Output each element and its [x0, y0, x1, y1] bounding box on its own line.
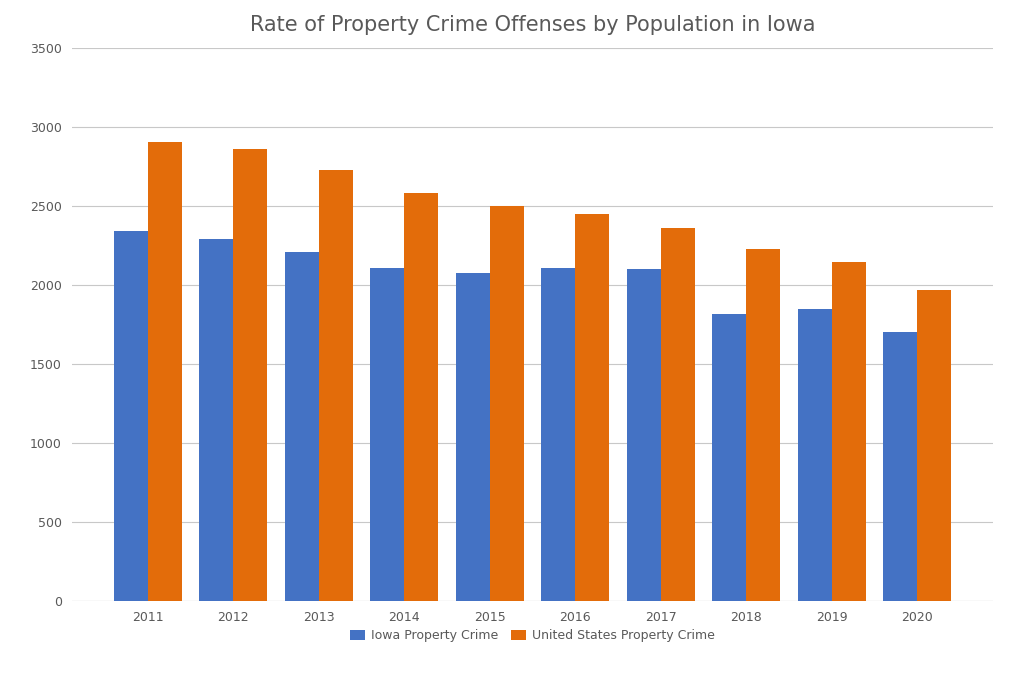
- Bar: [746, 249, 780, 601]
- Bar: [712, 314, 746, 601]
- Legend: Iowa Property Crime, United States Property Crime: Iowa Property Crime, United States Prope…: [345, 624, 720, 647]
- Bar: [285, 252, 318, 601]
- Bar: [370, 268, 404, 601]
- Bar: [114, 231, 147, 601]
- Bar: [883, 333, 918, 601]
- Bar: [147, 142, 182, 601]
- Bar: [541, 268, 575, 601]
- Bar: [660, 228, 695, 601]
- Bar: [831, 262, 866, 601]
- Bar: [798, 309, 831, 601]
- Bar: [575, 214, 609, 601]
- Bar: [233, 149, 267, 601]
- Bar: [456, 273, 489, 601]
- Bar: [318, 169, 353, 601]
- Bar: [489, 206, 524, 601]
- Bar: [404, 193, 438, 601]
- Bar: [918, 290, 951, 601]
- Bar: [199, 239, 233, 601]
- Bar: [627, 269, 660, 601]
- Title: Rate of Property Crime Offenses by Population in Iowa: Rate of Property Crime Offenses by Popul…: [250, 15, 815, 35]
